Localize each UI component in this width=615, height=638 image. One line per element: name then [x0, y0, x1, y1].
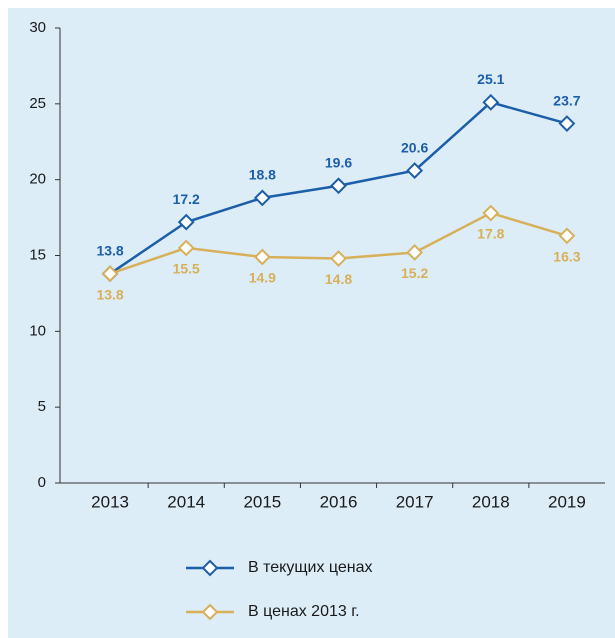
data-point — [558, 227, 576, 245]
data-point — [558, 115, 576, 132]
data-label: 17.8 — [477, 226, 504, 242]
y-tick-label: 20 — [29, 171, 46, 188]
data-label: 15.5 — [173, 261, 200, 277]
data-point — [406, 244, 424, 261]
y-tick-label: 25 — [29, 95, 46, 112]
data-label: 17.2 — [173, 191, 200, 207]
data-point — [482, 204, 500, 222]
legend-marker — [201, 559, 219, 577]
y-tick-label: 0 — [38, 474, 46, 491]
data-label: 13.8 — [96, 242, 123, 258]
data-point — [101, 265, 119, 283]
data-point — [177, 213, 195, 231]
data-point — [177, 239, 195, 257]
legend-marker — [201, 603, 219, 621]
data-label: 20.6 — [401, 139, 428, 155]
x-tick-label: 2016 — [320, 492, 358, 511]
data-label: 23.7 — [553, 92, 580, 108]
x-tick-label: 2017 — [396, 492, 434, 511]
data-label: 16.3 — [553, 248, 580, 264]
y-tick-label: 5 — [38, 398, 46, 415]
data-label: 14.8 — [325, 271, 352, 287]
data-label: 15.2 — [401, 265, 428, 281]
y-tick-label: 15 — [29, 246, 46, 263]
data-label: 18.8 — [249, 167, 276, 183]
legend-label: В ценах 2013 г. — [248, 603, 360, 620]
y-tick-label: 10 — [29, 322, 46, 339]
y-tick-label: 30 — [29, 19, 46, 36]
legend-label: В текущих ценах — [248, 559, 373, 576]
x-tick-label: 2014 — [167, 492, 205, 511]
data-label: 19.6 — [325, 154, 352, 170]
data-point — [330, 250, 347, 267]
x-tick-label: 2018 — [472, 492, 510, 511]
data-label: 14.9 — [249, 270, 276, 286]
background — [8, 8, 615, 638]
data-point — [253, 248, 271, 266]
data-label: 25.1 — [477, 71, 504, 87]
data-point — [253, 189, 271, 207]
data-label: 13.8 — [96, 286, 123, 302]
data-point — [330, 177, 347, 195]
data-point — [406, 162, 424, 179]
data-point — [482, 93, 500, 111]
x-tick-label: 2019 — [548, 492, 586, 511]
x-tick-label: 2015 — [243, 492, 281, 511]
x-tick-label: 2013 — [91, 492, 129, 511]
